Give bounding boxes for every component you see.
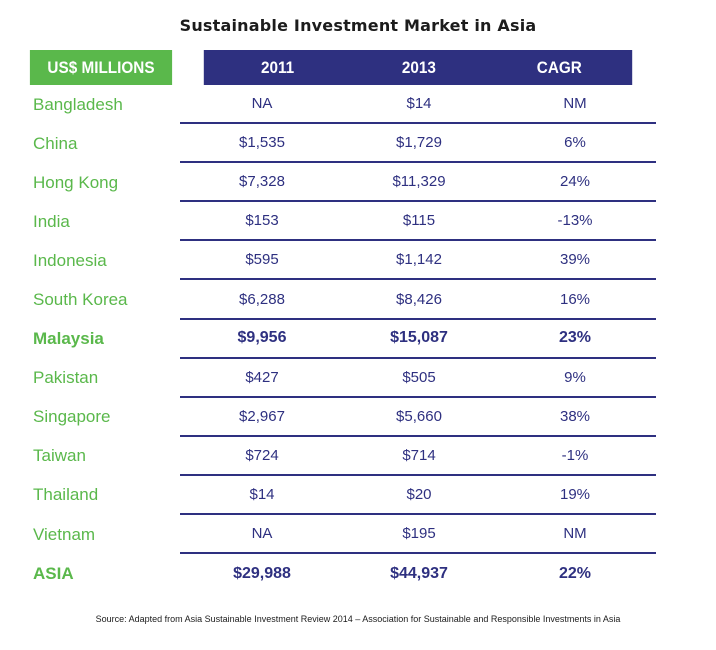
value-cagr: 16% [559,290,591,308]
table-body: Bangladesh NA $14 NM China $1,535 $1,729 6% Hong… [22,85,656,593]
table-row: Indonesia $595 $1,142 39% [22,241,656,281]
value-2013: $5,660 [396,407,442,425]
row-values: $9,956 $15,087 23% [180,320,656,359]
row-values: $427 $505 9% [180,359,656,398]
country-name: Indonesia [33,250,107,270]
row-values: $724 $714 -1% [180,437,656,476]
value-cagr: 39% [559,251,591,269]
country-name: Vietnam [33,524,96,544]
header-2011: 2011 [260,57,295,77]
table-row: India $153 $115 -13% [22,202,656,242]
value-2011: $14 [249,485,275,503]
value-2011: $427 [245,368,279,386]
value-cagr: 22% [558,564,592,582]
country-name: Bangladesh [33,94,123,114]
country-name: South Korea [33,290,128,310]
table-row: Hong Kong $7,328 $11,329 24% [22,163,656,203]
value-cagr: 9% [564,368,586,386]
table-row: Vietnam NA $195 NM [22,515,656,555]
country-name: Singapore [33,407,111,427]
value-2013: $11,329 [392,173,446,191]
source-note: Source: Adapted from Asia Sustainable In… [95,614,621,624]
value-2013: $1,142 [396,251,442,269]
value-2011: $724 [245,446,279,464]
table-row: Thailand $14 $20 19% [22,476,656,516]
table-row: South Korea $6,288 $8,426 16% [22,280,656,320]
table-row: Singapore $2,967 $5,660 38% [22,398,656,437]
row-values: $1,535 $1,729 6% [180,124,656,164]
value-2011: $1,535 [239,134,285,152]
value-2011: $29,988 [233,564,291,582]
value-2013: $505 [402,368,436,386]
value-2013: $14 [406,95,432,113]
value-cagr: 19% [559,485,591,503]
country-name: Thailand [33,485,99,505]
row-values: $595 $1,142 39% [180,241,656,281]
value-2013: $20 [406,485,432,503]
row-values: $29,988 $44,937 22% [180,554,656,593]
value-cagr: -1% [561,446,589,464]
value-2011: $9,956 [237,329,287,347]
value-cagr: NM [563,95,587,113]
value-2011: $6,288 [239,290,285,308]
value-cagr: 24% [559,173,591,191]
row-values: NA $14 NM [180,85,656,125]
value-2011: $153 [245,212,279,230]
table-row: Pakistan $427 $505 9% [22,359,656,398]
investment-table: US$ MILLIONS 2011 2013 CAGR Bangladesh NA… [22,50,656,593]
value-2013: $195 [402,525,436,543]
row-values: $2,967 $5,660 38% [180,398,656,437]
value-cagr: 38% [559,407,591,425]
value-2011: NA [251,95,273,113]
row-values: $6,288 $8,426 16% [180,280,656,320]
row-values: $7,328 $11,329 24% [180,163,656,203]
value-2013: $8,426 [396,290,442,308]
row-values: $14 $20 19% [180,476,656,516]
value-cagr: 23% [558,329,592,347]
table-row: Malaysia $9,956 $15,087 23% [22,320,656,359]
value-cagr: -13% [557,212,593,230]
value-2013: $15,087 [390,329,448,347]
value-2011: $7,328 [239,173,285,191]
header-cagr: CAGR [536,57,582,77]
table-header: US$ MILLIONS 2011 2013 CAGR [22,50,656,85]
country-name: China [33,133,78,153]
value-2011: $2,967 [239,407,285,425]
table-row: ASIA $29,988 $44,937 22% [22,554,656,593]
header-columns: 2011 2013 CAGR [203,50,633,85]
country-name: Pakistan [33,368,99,388]
header-2013: 2013 [401,57,436,77]
row-values: $153 $115 -13% [180,202,656,242]
country-name: Taiwan [33,446,86,466]
value-2013: $714 [402,446,436,464]
value-2011: $595 [245,251,279,269]
table-row: Taiwan $724 $714 -1% [22,437,656,476]
row-values: NA $195 NM [180,515,656,555]
value-2013: $44,937 [390,564,448,582]
country-name: India [33,211,70,231]
country-name: ASIA [33,563,74,583]
table-row: Bangladesh NA $14 NM [22,85,656,125]
value-cagr: 6% [564,134,586,152]
value-2011: NA [251,525,273,543]
table-title: Sustainable Investment Market in Asia [179,16,537,35]
value-cagr: NM [563,525,587,543]
country-name: Hong Kong [33,172,119,192]
header-units: US$ MILLIONS [29,50,173,85]
table-row: China $1,535 $1,729 6% [22,124,656,164]
value-2013: $1,729 [396,134,442,152]
country-name: Malaysia [33,329,104,349]
value-2013: $115 [402,212,436,230]
